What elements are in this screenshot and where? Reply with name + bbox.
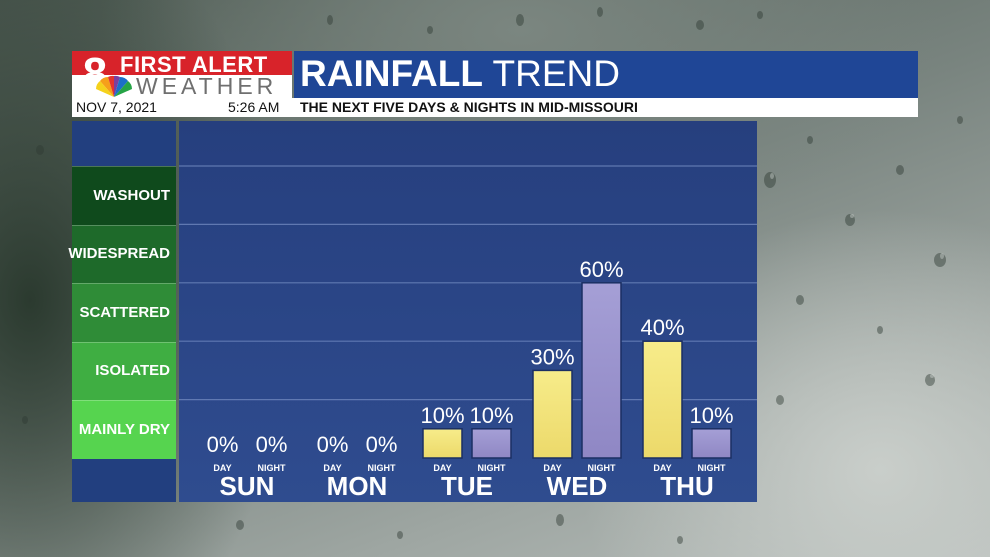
series-label-night: NIGHT bbox=[368, 463, 397, 473]
category-label-mon: MON bbox=[327, 471, 388, 501]
value-label-thu-day: 40% bbox=[640, 315, 684, 340]
bar-wed-night bbox=[581, 282, 622, 459]
peacock-icon bbox=[96, 75, 132, 97]
bar-thu-day bbox=[642, 340, 683, 459]
series-label-day: DAY bbox=[433, 463, 451, 473]
value-label-wed-day: 30% bbox=[530, 344, 574, 369]
logo-weather-text: WEATHER bbox=[136, 73, 278, 99]
bar-tue-day bbox=[422, 428, 463, 459]
category-label-wed: WED bbox=[547, 471, 608, 501]
bar-tue-night bbox=[471, 428, 512, 459]
value-label-tue-day: 10% bbox=[420, 403, 464, 428]
value-label-wed-night: 60% bbox=[579, 257, 623, 282]
bar-thu-night bbox=[691, 428, 732, 459]
time-label: 5:26 AM bbox=[228, 99, 280, 115]
value-label-mon-day: 0% bbox=[317, 432, 349, 457]
series-label-night: NIGHT bbox=[478, 463, 507, 473]
value-label-sun-day: 0% bbox=[207, 432, 239, 457]
scale-category-washout: WASHOUT bbox=[72, 166, 176, 225]
scale-category-scattered: SCATTERED bbox=[72, 283, 176, 342]
category-label-thu: THU bbox=[660, 471, 713, 501]
series-label-night: NIGHT bbox=[588, 463, 617, 473]
series-label-day: DAY bbox=[653, 463, 671, 473]
title-bar: RAINFALL TREND bbox=[294, 51, 918, 98]
scale-category-mainly-dry: MAINLY DRY bbox=[72, 400, 176, 459]
category-label-sun: SUN bbox=[220, 471, 275, 501]
bar-wed-day bbox=[532, 369, 573, 459]
value-label-mon-night: 0% bbox=[366, 432, 398, 457]
rain-coverage-scale: WASHOUT WIDESPREAD SCATTERED ISOLATED MAINLY… bbox=[68, 121, 176, 502]
series-label-day: DAY bbox=[213, 463, 231, 473]
rainfall-bar-chart: 0%DAY0%NIGHTSUN0%DAY0%NIGHTMON10%DAY10%N… bbox=[179, 165, 757, 501]
logo-first-alert-text: FIRST ALERT bbox=[120, 52, 268, 77]
value-label-thu-night: 10% bbox=[689, 403, 733, 428]
scale-category-isolated: ISOLATED bbox=[72, 341, 176, 400]
series-label-day: DAY bbox=[323, 463, 341, 473]
series-label-night: NIGHT bbox=[258, 463, 287, 473]
scale-category-widespread: WIDESPREAD bbox=[68, 224, 176, 283]
page-title: RAINFALL TREND bbox=[300, 53, 620, 94]
subtitle: THE NEXT FIVE DAYS & NIGHTS IN MID-MISSO… bbox=[300, 99, 638, 115]
value-label-tue-night: 10% bbox=[469, 403, 513, 428]
series-label-day: DAY bbox=[543, 463, 561, 473]
header: 8 FIRST ALERT WEATHER RAINFALL TREND NOV… bbox=[72, 51, 918, 117]
chart-plot-area: 0% DAY 0% NIGHT SUN 0% DAY 0% NIGHT MON 10% DAY 10% N… bbox=[179, 121, 757, 502]
station-logo: 8 FIRST ALERT WEATHER bbox=[72, 51, 292, 98]
category-label-tue: TUE bbox=[441, 471, 493, 501]
value-label-sun-night: 0% bbox=[256, 432, 288, 457]
info-strip: NOV 7, 2021 5:26 AM THE NEXT FIVE DAYS &… bbox=[72, 98, 918, 117]
date-label: NOV 7, 2021 bbox=[76, 99, 157, 115]
series-label-night: NIGHT bbox=[698, 463, 727, 473]
